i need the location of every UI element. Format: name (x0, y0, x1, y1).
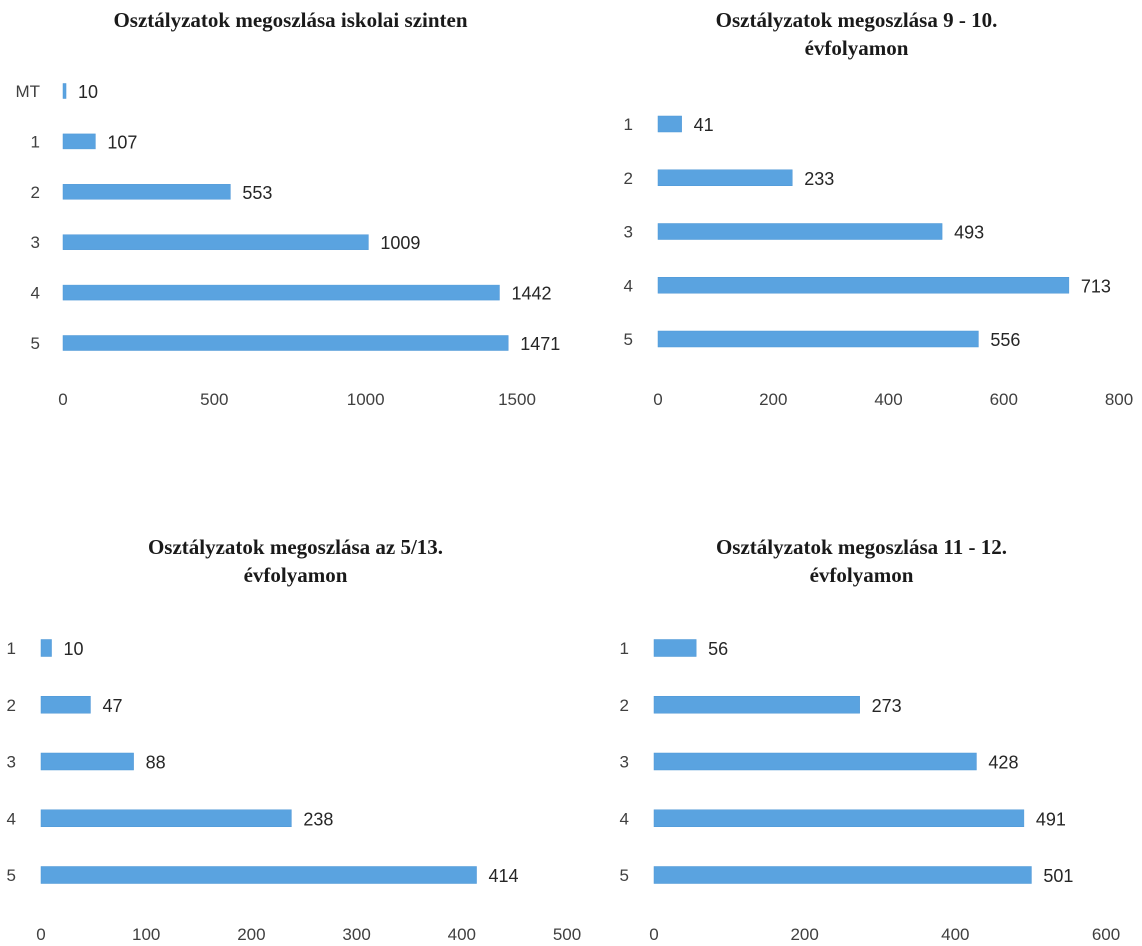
bar (40, 696, 91, 714)
chart-plot: 1 10 2 47 3 88 4 238 5 414 0 100 200 300 400 500 (7, 639, 582, 944)
x-tick-label: 1500 (498, 390, 536, 409)
data-label: 10 (64, 639, 84, 659)
bar (62, 133, 96, 150)
x-tick-label: 500 (553, 925, 581, 944)
data-label: 56 (708, 639, 728, 659)
data-label: 1009 (380, 233, 420, 253)
x-tick-label: 400 (448, 925, 476, 944)
chart-title: Osztályzatok megoszlása az 5/13. évfolya… (147, 535, 444, 587)
chart-9-10-evfolyam: Osztályzatok megoszlása 9 - 10. évfolyam… (571, 0, 1142, 430)
category-label: 3 (624, 223, 633, 242)
bar (657, 277, 1070, 294)
bar (657, 115, 682, 133)
data-label: 428 (988, 753, 1018, 773)
x-tick-label: 300 (342, 925, 370, 944)
bar (40, 639, 52, 657)
category-label: MT (15, 82, 40, 101)
chart-title: Osztályzatok megoszlása iskolai szinten (113, 8, 468, 32)
category-label: 1 (620, 639, 629, 658)
data-label: 491 (1036, 809, 1066, 829)
bar (62, 184, 231, 200)
chart-plot: 1 56 2 273 3 428 4 491 5 501 0 200 400 600 (620, 639, 1121, 944)
chart-plot: 1 41 2 233 3 493 4 713 5 556 0 200 400 600 800 (624, 115, 1134, 409)
category-label: 5 (7, 866, 16, 885)
x-tick-label: 500 (200, 390, 228, 409)
bar (62, 284, 500, 301)
bar (40, 866, 477, 884)
data-label: 414 (489, 866, 519, 886)
data-label: 556 (990, 330, 1020, 350)
x-tick-label: 800 (1105, 390, 1133, 409)
category-label: 3 (620, 753, 629, 772)
category-label: 3 (7, 753, 16, 772)
bar (653, 866, 1032, 884)
data-label: 41 (694, 115, 714, 135)
x-tick-label: 0 (649, 925, 658, 944)
category-label: 1 (624, 115, 633, 134)
x-tick-label: 200 (237, 925, 265, 944)
data-label: 493 (954, 223, 984, 243)
data-label: 107 (107, 132, 137, 152)
data-label: 10 (78, 82, 98, 102)
x-tick-label: 1000 (347, 390, 385, 409)
category-label: 5 (624, 330, 633, 349)
category-label: 4 (624, 276, 633, 295)
x-tick-label: 200 (790, 925, 818, 944)
bar (653, 752, 977, 771)
data-label: 713 (1081, 276, 1111, 296)
x-tick-label: 0 (58, 390, 67, 409)
category-label: 1 (7, 639, 16, 658)
bar (40, 809, 292, 827)
category-label: 2 (7, 696, 16, 715)
bar (40, 752, 134, 771)
bar (653, 639, 697, 657)
bar (62, 234, 369, 250)
category-label: 2 (624, 169, 633, 188)
category-label: 3 (31, 233, 40, 252)
category-label: 2 (31, 183, 40, 202)
x-tick-label: 0 (653, 390, 662, 409)
bar (657, 169, 793, 186)
data-label: 501 (1043, 866, 1073, 886)
data-label: 233 (804, 169, 834, 189)
category-label: 4 (620, 809, 629, 828)
bar (62, 83, 67, 99)
bar (653, 809, 1025, 827)
x-tick-label: 600 (1092, 925, 1120, 944)
x-tick-label: 100 (132, 925, 160, 944)
data-label: 273 (872, 696, 902, 716)
chart-11-12-evfolyam: Osztályzatok megoszlása 11 - 12. évfolya… (571, 470, 1142, 946)
data-label: 1442 (511, 284, 551, 304)
bar (62, 335, 509, 351)
category-label: 2 (620, 696, 629, 715)
chart-title: Osztályzatok megoszlása 11 - 12. évfolya… (715, 535, 1008, 587)
bar (653, 696, 860, 714)
chart-iskolai-szinten: Osztályzatok megoszlása iskolai szinten … (0, 0, 571, 430)
category-label: 5 (31, 334, 40, 353)
x-tick-label: 200 (759, 390, 787, 409)
data-label: 88 (146, 753, 166, 773)
data-label: 47 (102, 696, 122, 716)
data-label: 553 (242, 183, 272, 203)
data-label: 238 (303, 809, 333, 829)
chart-title: Osztályzatok megoszlása 9 - 10. évfolyam… (715, 8, 998, 60)
bar (657, 330, 979, 348)
x-tick-label: 400 (874, 390, 902, 409)
chart-5-13-evfolyam: Osztályzatok megoszlása az 5/13. évfolya… (0, 470, 582, 946)
category-label: 1 (31, 132, 40, 151)
category-label: 4 (7, 809, 16, 828)
chart-plot: MT 10 1 107 2 553 3 1009 4 1442 5 1471 0 500 1000 1500 (15, 82, 560, 409)
bar (657, 223, 943, 240)
x-tick-label: 600 (990, 390, 1018, 409)
category-label: 5 (620, 866, 629, 885)
data-label: 1471 (520, 334, 560, 354)
x-tick-label: 0 (36, 925, 45, 944)
category-label: 4 (31, 284, 40, 303)
x-tick-label: 400 (941, 925, 969, 944)
